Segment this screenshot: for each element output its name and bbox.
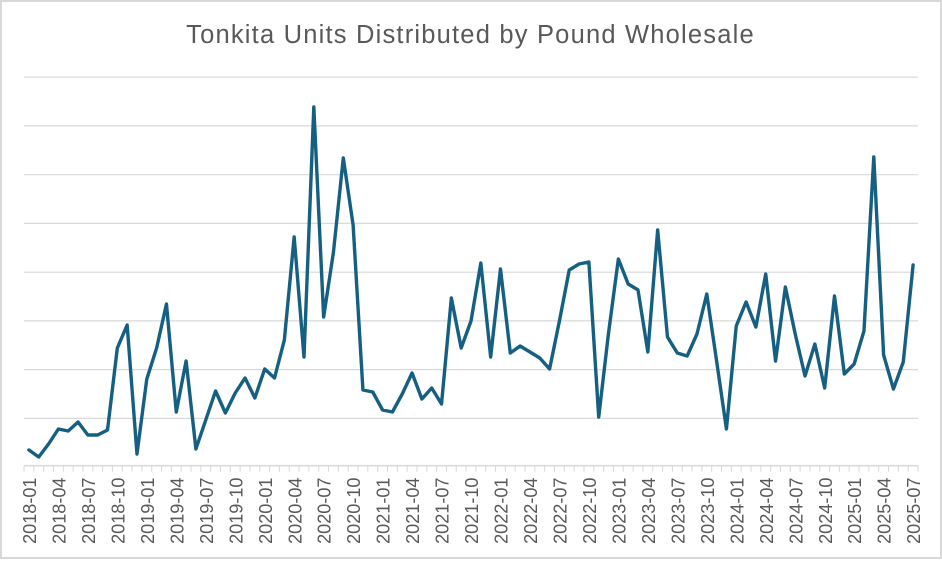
svg-text:2022-01: 2022-01 [492,478,512,544]
svg-text:2020-01: 2020-01 [256,478,276,544]
svg-text:2024-01: 2024-01 [727,478,747,544]
svg-text:2022-07: 2022-07 [551,478,571,544]
svg-text:2022-04: 2022-04 [521,478,541,544]
svg-text:2025-07: 2025-07 [904,478,924,544]
svg-text:2019-04: 2019-04 [167,478,187,544]
svg-text:2023-10: 2023-10 [698,478,718,544]
svg-text:2023-04: 2023-04 [639,478,659,544]
svg-text:2023-07: 2023-07 [668,478,688,544]
svg-text:2024-04: 2024-04 [757,478,777,544]
svg-text:2020-04: 2020-04 [285,478,305,544]
svg-text:2018-04: 2018-04 [49,478,69,544]
svg-text:2018-10: 2018-10 [108,478,128,544]
svg-text:2025-01: 2025-01 [845,478,865,544]
svg-text:2019-01: 2019-01 [138,478,158,544]
svg-text:2024-07: 2024-07 [786,478,806,544]
svg-text:2024-10: 2024-10 [816,478,836,544]
svg-text:2018-07: 2018-07 [79,478,99,544]
svg-text:2019-10: 2019-10 [226,478,246,544]
svg-text:2020-10: 2020-10 [344,478,364,544]
svg-text:2021-10: 2021-10 [462,478,482,544]
svg-text:2022-10: 2022-10 [580,478,600,544]
svg-text:2021-07: 2021-07 [433,478,453,544]
svg-text:Tonkita Units Distributed by P: Tonkita Units Distributed by Pound Whole… [186,21,755,49]
svg-text:2020-07: 2020-07 [315,478,335,544]
svg-text:2025-04: 2025-04 [875,478,895,544]
svg-text:2018-01: 2018-01 [20,478,40,544]
svg-text:2021-04: 2021-04 [403,478,423,544]
svg-text:2021-01: 2021-01 [374,478,394,544]
svg-text:2023-01: 2023-01 [609,478,629,544]
svg-text:2019-07: 2019-07 [197,478,217,544]
